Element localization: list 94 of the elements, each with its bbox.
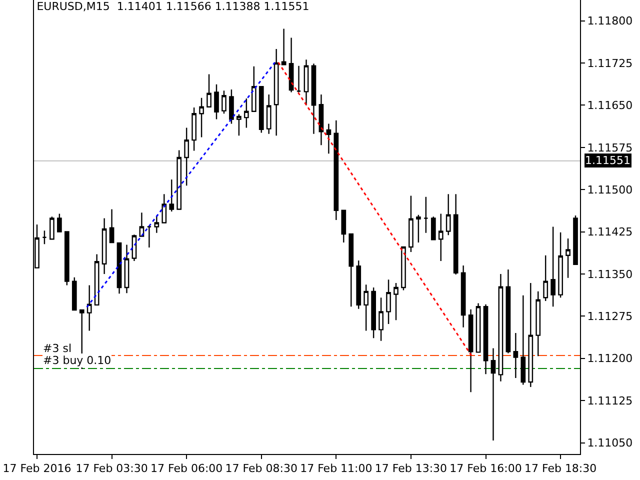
candlestick [50, 216, 54, 240]
candlestick [236, 114, 242, 136]
candlestick [169, 178, 174, 212]
candlestick [139, 212, 144, 237]
candlestick [116, 242, 122, 294]
candlestick [251, 66, 256, 112]
candlestick [184, 127, 190, 186]
ref-line-label: 1.11551 [585, 154, 630, 167]
x-tick-label: 17 Feb 11:00 [300, 462, 372, 476]
candlestick [94, 254, 100, 306]
y-tick-label: 1.11125 [587, 394, 633, 408]
candlestick [371, 286, 376, 339]
candlestick [446, 193, 451, 236]
candlestick [162, 193, 167, 224]
candlestick [222, 90, 226, 114]
candlestick [483, 304, 488, 375]
candlestick [199, 97, 204, 138]
candlestick [460, 264, 466, 328]
candlestick [192, 106, 196, 152]
candlestick [86, 284, 92, 332]
candlestick [102, 218, 107, 275]
candlestick [109, 208, 114, 244]
candlestick [72, 276, 77, 311]
candlestick [266, 94, 272, 134]
candlestick [288, 37, 294, 93]
x-tick-label: 17 Feb 18:30 [524, 462, 597, 476]
candlestick [408, 195, 414, 253]
candlestick [356, 260, 362, 310]
y-tick-label: 1.11425 [587, 226, 633, 239]
candlestick [124, 244, 130, 294]
candlestick [348, 233, 354, 308]
candlestick [520, 294, 526, 386]
y-tick-label: 1.11725 [587, 56, 633, 70]
candlestick [146, 226, 152, 248]
candlestick [258, 86, 264, 134]
candlestick [229, 88, 234, 124]
y-tick-label: 1.11200 [587, 352, 633, 366]
candlestick [550, 226, 556, 308]
candlestick [326, 123, 332, 154]
candlestick [334, 120, 339, 221]
candlestick [513, 332, 518, 379]
candlestick [490, 348, 496, 442]
candlestick [154, 214, 160, 234]
chart-title: EURUSD,M15 1.11401 1.11566 1.11388 1.11551 [36, 0, 310, 14]
candlestick [206, 74, 212, 108]
x-tick-label: 17 Feb 06:00 [150, 462, 223, 476]
candlestick [318, 94, 324, 146]
x-tick-label: 17 Feb 2016 [2, 462, 72, 476]
candlestick [57, 213, 62, 232]
candlestick [274, 48, 279, 136]
candlestick [423, 196, 428, 234]
y-tick-label: 1.11350 [587, 268, 633, 281]
candlestick [536, 290, 541, 357]
y-tick-label: 1.11800 [587, 14, 633, 28]
candlestick [506, 268, 511, 354]
candlestick [430, 216, 436, 241]
candlestick [566, 238, 570, 279]
candlestick [498, 273, 504, 382]
candlestick [281, 28, 286, 66]
x-tick-label: 17 Feb 08:30 [225, 462, 298, 476]
candlestick [476, 302, 481, 353]
candlestick [214, 84, 219, 120]
candlestick [244, 98, 249, 128]
candlestick [401, 246, 406, 291]
candlestick [176, 150, 182, 210]
y-tick-label: 1.11650 [587, 99, 633, 112]
candlestick [386, 279, 391, 325]
candlestick [304, 59, 309, 106]
candlestick [394, 282, 398, 321]
candlestick [341, 210, 346, 244]
candlestick [64, 231, 70, 286]
candlestick [438, 213, 444, 262]
y-tick-label: 1.11275 [587, 310, 633, 324]
candlestick [132, 234, 137, 262]
candlestick [573, 214, 578, 266]
candlestick [311, 62, 316, 134]
x-tick-label: 17 Feb 16:00 [450, 462, 522, 476]
candlestick [543, 254, 548, 302]
candlestick [558, 232, 563, 298]
candlestick [364, 284, 369, 332]
y-tick-label: 1.11575 [587, 141, 633, 154]
candlestick [528, 282, 534, 388]
ref-line-label: #3 sl [43, 342, 72, 355]
ref-line-label: #3 buy 0.10 [43, 354, 112, 367]
x-tick-label: 17 Feb 13:30 [374, 462, 448, 476]
candlestick [296, 65, 302, 93]
candlestick [42, 230, 47, 245]
candlestick [378, 297, 384, 342]
x-tick-label: 17 Feb 03:30 [76, 462, 148, 476]
candlestick [468, 308, 474, 393]
candlestick [453, 193, 458, 276]
y-tick-label: 1.11050 [587, 436, 633, 450]
candlestick [416, 214, 421, 244]
y-tick-label: 1.11500 [587, 183, 633, 196]
